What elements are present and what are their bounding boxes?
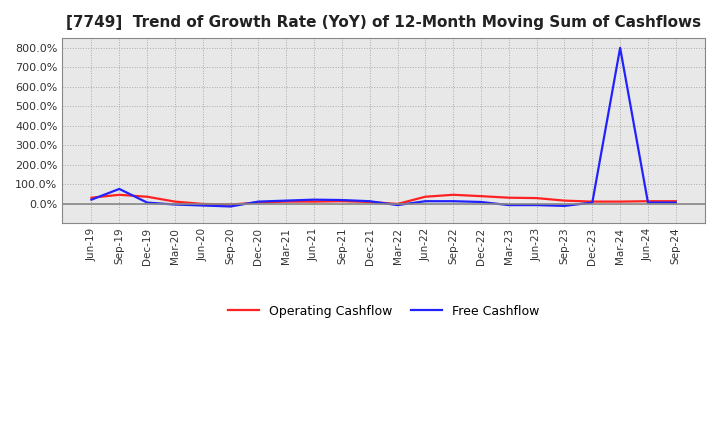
Free Cashflow bbox=[672, 200, 680, 205]
Operating Cashflow bbox=[115, 192, 124, 198]
Operating Cashflow bbox=[449, 192, 457, 198]
Operating Cashflow bbox=[532, 195, 541, 201]
Operating Cashflow bbox=[616, 199, 624, 204]
Operating Cashflow bbox=[254, 200, 263, 205]
Operating Cashflow bbox=[421, 194, 430, 199]
Free Cashflow bbox=[532, 202, 541, 208]
Free Cashflow bbox=[115, 186, 124, 191]
Legend: Operating Cashflow, Free Cashflow: Operating Cashflow, Free Cashflow bbox=[222, 300, 544, 323]
Free Cashflow bbox=[560, 203, 569, 209]
Free Cashflow bbox=[505, 202, 513, 208]
Operating Cashflow bbox=[477, 194, 485, 199]
Line: Free Cashflow: Free Cashflow bbox=[91, 48, 676, 206]
Operating Cashflow bbox=[87, 195, 96, 200]
Free Cashflow bbox=[644, 200, 652, 205]
Operating Cashflow bbox=[199, 201, 207, 206]
Free Cashflow bbox=[365, 198, 374, 204]
Line: Operating Cashflow: Operating Cashflow bbox=[91, 195, 676, 205]
Operating Cashflow bbox=[171, 199, 179, 204]
Operating Cashflow bbox=[644, 198, 652, 204]
Free Cashflow bbox=[449, 198, 457, 204]
Free Cashflow bbox=[143, 200, 151, 205]
Free Cashflow bbox=[616, 45, 624, 51]
Free Cashflow bbox=[393, 202, 402, 208]
Operating Cashflow bbox=[310, 199, 318, 204]
Free Cashflow bbox=[477, 199, 485, 205]
Operating Cashflow bbox=[393, 201, 402, 206]
Operating Cashflow bbox=[143, 194, 151, 199]
Operating Cashflow bbox=[588, 199, 597, 204]
Free Cashflow bbox=[171, 202, 179, 207]
Operating Cashflow bbox=[560, 198, 569, 203]
Free Cashflow bbox=[310, 197, 318, 202]
Title: [7749]  Trend of Growth Rate (YoY) of 12-Month Moving Sum of Cashflows: [7749] Trend of Growth Rate (YoY) of 12-… bbox=[66, 15, 701, 30]
Free Cashflow bbox=[338, 198, 346, 203]
Operating Cashflow bbox=[338, 198, 346, 204]
Free Cashflow bbox=[87, 197, 96, 202]
Operating Cashflow bbox=[282, 199, 291, 204]
Free Cashflow bbox=[282, 198, 291, 203]
Operating Cashflow bbox=[365, 199, 374, 205]
Free Cashflow bbox=[588, 200, 597, 205]
Free Cashflow bbox=[421, 198, 430, 204]
Free Cashflow bbox=[254, 199, 263, 204]
Free Cashflow bbox=[199, 203, 207, 208]
Operating Cashflow bbox=[672, 198, 680, 204]
Operating Cashflow bbox=[505, 195, 513, 200]
Operating Cashflow bbox=[226, 202, 235, 207]
Free Cashflow bbox=[226, 204, 235, 209]
